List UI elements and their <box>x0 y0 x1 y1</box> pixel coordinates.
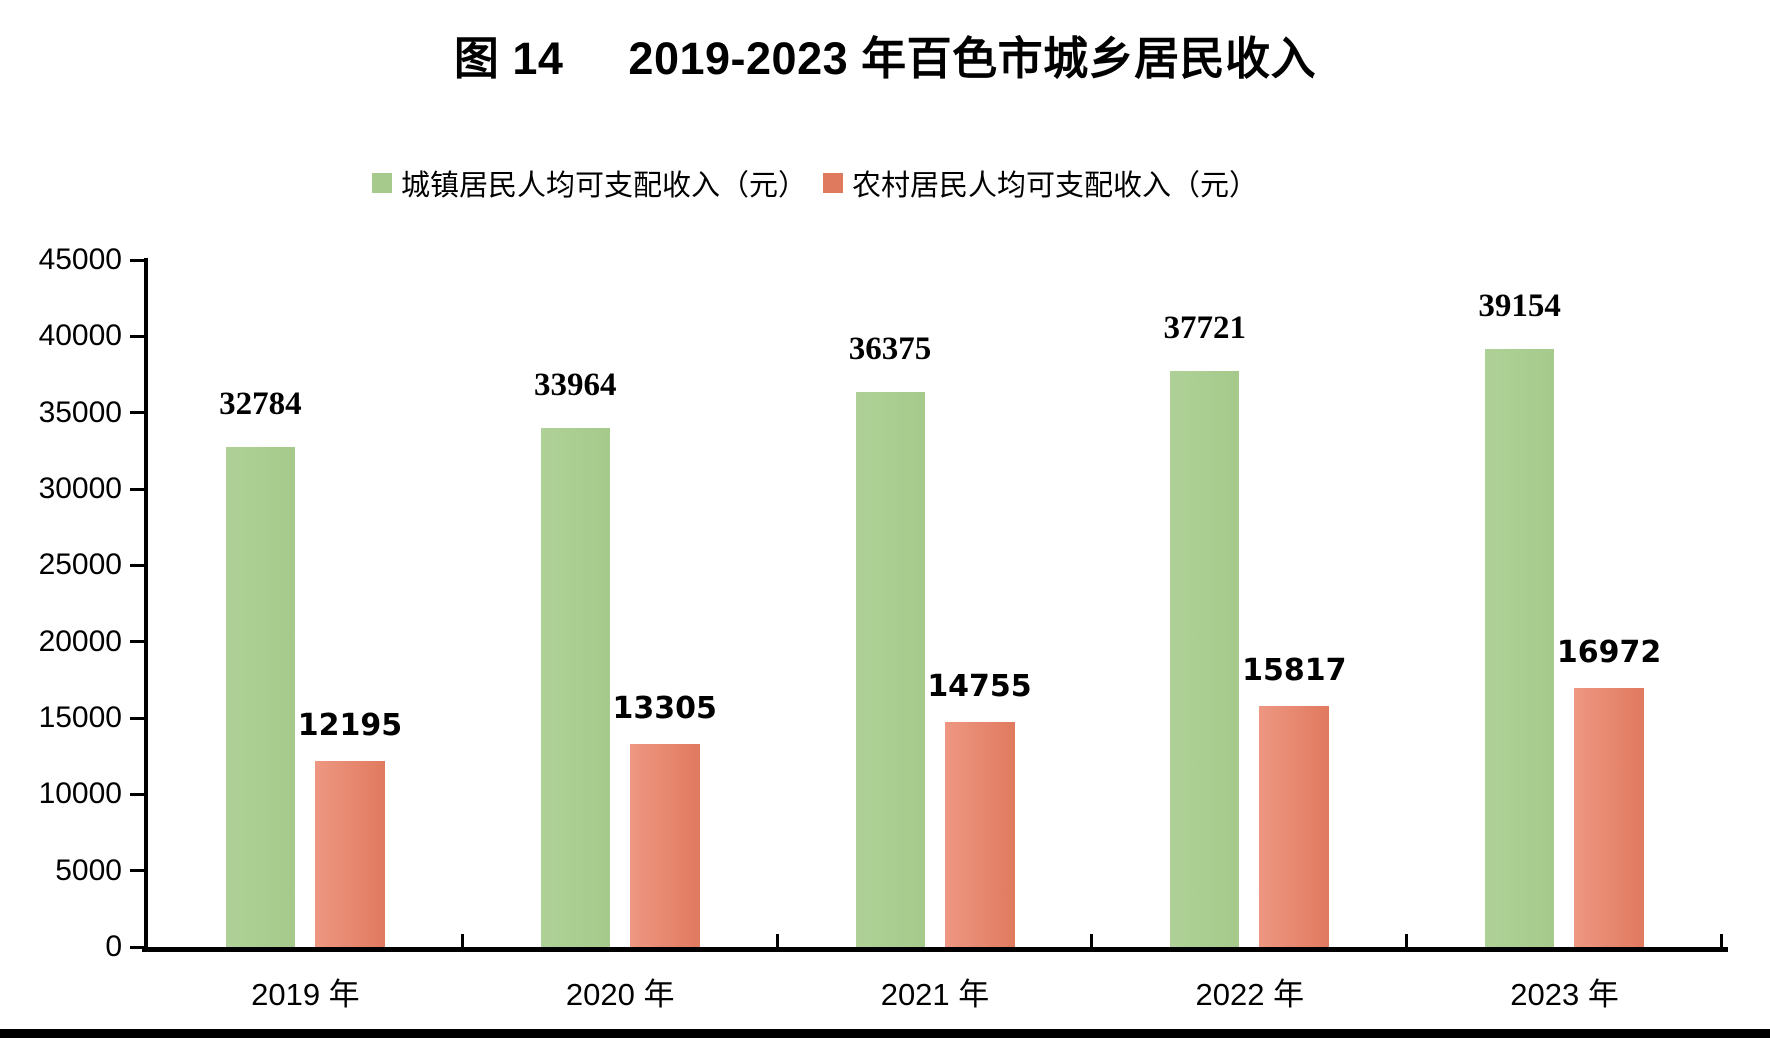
y-axis-tick <box>130 563 145 567</box>
y-axis-tick-label: 15000 <box>38 701 122 734</box>
urban-bar <box>855 391 925 947</box>
rural-bar-value-label: 13305 <box>612 690 717 726</box>
urban-bar <box>1485 349 1555 947</box>
y-axis-tick <box>130 869 145 873</box>
legend-item-urban: 城镇居民人均可支配收入（元） <box>371 162 807 204</box>
y-axis-tick <box>130 487 145 491</box>
x-axis-line <box>142 947 1728 952</box>
x-axis-label: 2019 年 <box>251 977 360 1012</box>
x-axis-tick <box>775 934 779 947</box>
urban-bar <box>225 446 295 947</box>
y-axis-tick <box>130 411 145 415</box>
urban-bar-value-label: 36375 <box>848 330 932 367</box>
rural-bar <box>1259 705 1330 947</box>
urban-bar-value-label: 39154 <box>1478 288 1561 325</box>
urban-bar <box>1170 371 1240 947</box>
x-axis-label: 2021 年 <box>880 977 990 1012</box>
y-axis-tick-label: 5000 <box>55 853 122 887</box>
rural-series-swatch-icon <box>823 173 843 193</box>
chart-title: 图 14 2019-2023 年百色市城乡居民收入 <box>453 33 1317 84</box>
y-axis-tick <box>130 945 145 949</box>
urban-bar-value-label: 33964 <box>533 367 617 404</box>
urban-bar <box>540 428 610 947</box>
rural-bar <box>944 721 1015 947</box>
legend-label-rural: 农村居民人均可支配收入（元） <box>852 170 1259 202</box>
y-axis-tick-label: 30000 <box>38 472 122 505</box>
rural-bar-value-label: 16972 <box>1556 634 1662 670</box>
y-axis-tick <box>130 258 145 262</box>
y-axis-tick-label: 35000 <box>38 395 122 429</box>
rural-bar-value-label: 14755 <box>927 668 1032 704</box>
y-axis-tick-label: 0 <box>105 930 122 963</box>
legend-item-rural: 农村居民人均可支配收入（元） <box>823 162 1258 204</box>
y-axis-tick <box>130 334 145 338</box>
y-axis-tick <box>130 792 145 796</box>
legend-label-urban: 城镇居民人均可支配收入（元） <box>400 170 807 202</box>
y-axis-tick <box>130 640 145 644</box>
y-axis-tick-label: 20000 <box>38 624 122 658</box>
rural-bar <box>1574 687 1645 947</box>
y-axis-tick-label: 40000 <box>38 319 122 353</box>
urban-bar-value-label: 37721 <box>1163 310 1247 347</box>
y-axis-tick-label: 10000 <box>38 777 122 811</box>
y-axis-tick-label: 45000 <box>38 243 122 276</box>
rural-bar-value-label: 15817 <box>1242 652 1347 688</box>
x-axis-label: 2023 年 <box>1510 977 1619 1012</box>
plot-area: 0 5000 10000 15000 20000 25000 30000 35000 40000… <box>39 243 1728 1012</box>
footer-rule <box>0 1029 1770 1038</box>
x-axis-label: 2022 年 <box>1195 977 1305 1012</box>
legend: 城镇居民人均可支配收入（元） 农村居民人均可支配收入（元） <box>0 162 1630 204</box>
y-axis-line <box>144 258 148 952</box>
rural-bar-value-label: 12195 <box>297 707 403 743</box>
x-axis-tick <box>1720 934 1723 947</box>
x-axis-tick <box>1405 934 1409 947</box>
x-axis-tick <box>460 934 464 947</box>
rural-bar <box>629 743 700 947</box>
urban-bar-value-label: 32784 <box>219 385 302 422</box>
x-axis-label: 2020 年 <box>565 977 675 1012</box>
y-axis-tick-label: 25000 <box>38 548 122 582</box>
urban-series-swatch-icon <box>371 173 392 193</box>
rural-bar <box>314 760 385 947</box>
x-axis-tick <box>1090 934 1094 947</box>
y-axis-tick <box>130 716 145 720</box>
